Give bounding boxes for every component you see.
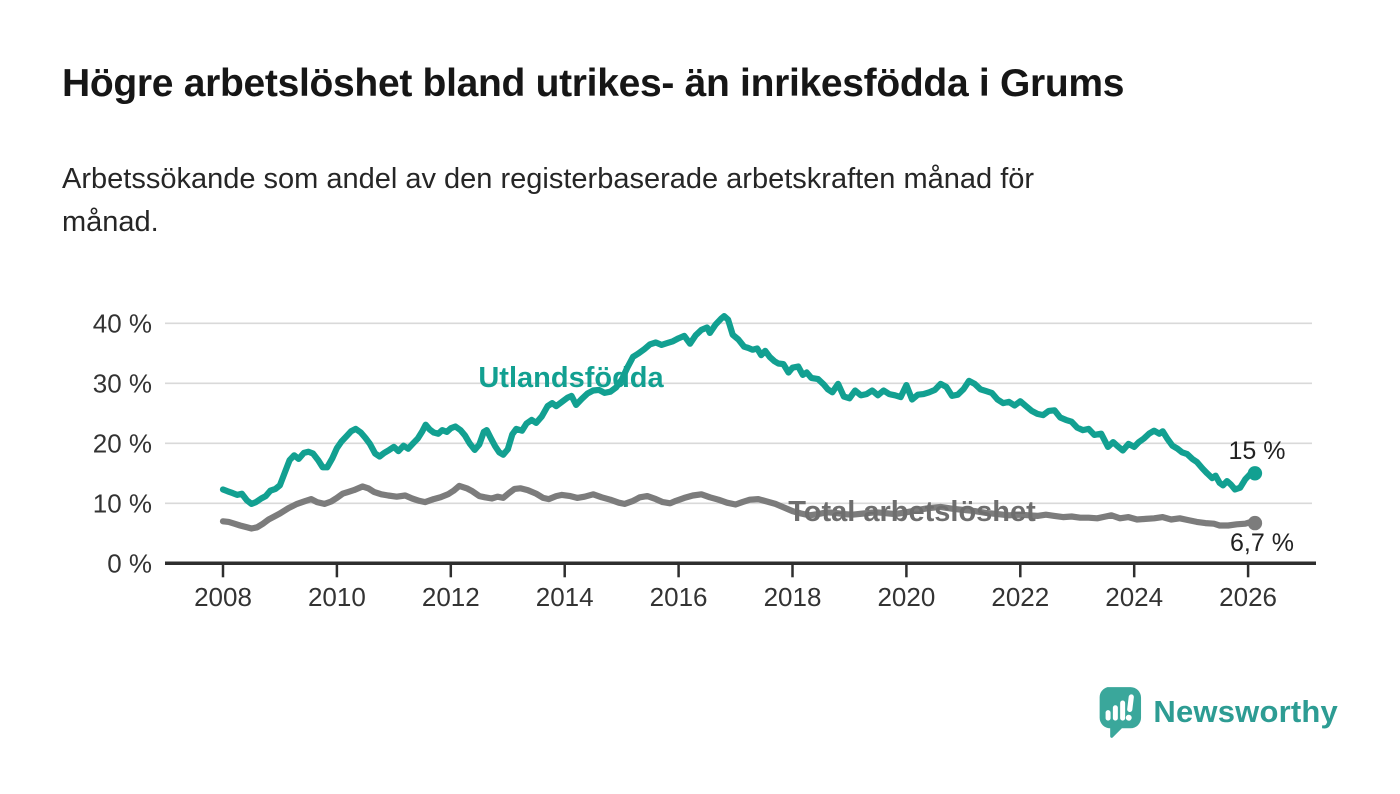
page-title: Högre arbetslöshet bland utrikes- än inr…	[62, 62, 1125, 105]
y-tick-label: 0 %	[107, 548, 152, 578]
series-label-total-arbetsloshet: Total arbetslöshet	[788, 496, 1036, 528]
x-tick-label: 2018	[764, 582, 822, 612]
subtitle-line-2: månad.	[62, 205, 159, 238]
page-subtitle: Arbetssökande som andel av den registerb…	[62, 158, 1312, 243]
x-tick-label: 2008	[194, 582, 252, 612]
brand-name: Newsworthy	[1153, 694, 1338, 729]
axes: 0 % 10 % 20 % 30 % 40 % 2008 2010 2012 2014 2016 2…	[93, 308, 1316, 612]
gridlines	[165, 322, 1312, 505]
series-end-dot-utlandsfodda	[1247, 466, 1263, 481]
series-label-utlandsfodda: Utlandsfödda	[478, 362, 664, 394]
unemployment-line-chart: 0 % 10 % 20 % 30 % 40 % 2008 2010 2012 2014 2016 2…	[93, 308, 1316, 612]
end-value-label-total: 6,7 %	[1230, 529, 1294, 557]
y-tick-label: 20 %	[93, 428, 152, 458]
series-lines	[219, 313, 1263, 532]
end-value-label-utlandsfodda: 15 %	[1229, 437, 1286, 465]
series-line-utlandsfodda	[219, 313, 1259, 507]
x-tick-label: 2020	[877, 582, 935, 612]
x-tick-label: 2014	[536, 582, 594, 612]
x-tick-label: 2022	[991, 582, 1049, 612]
bar-chart-speech-bubble-icon	[1100, 687, 1142, 738]
series-line-total-arbetsloshet	[219, 482, 1259, 532]
series-end-dot-total-arbetsloshet	[1247, 515, 1263, 531]
y-tick-label: 40 %	[93, 308, 152, 338]
x-tick-label: 2012	[422, 582, 480, 612]
newsworthy-logo: Newsworthy	[1096, 684, 1338, 740]
x-tick-label: 2026	[1219, 582, 1277, 612]
x-tick-label: 2024	[1105, 582, 1163, 612]
x-tick-label: 2010	[308, 582, 366, 612]
subtitle-line-1: Arbetssökande som andel av den registerb…	[62, 163, 1035, 195]
y-tick-label: 30 %	[93, 368, 152, 398]
y-tick-label: 10 %	[93, 488, 152, 518]
x-tick-label: 2016	[650, 582, 708, 612]
